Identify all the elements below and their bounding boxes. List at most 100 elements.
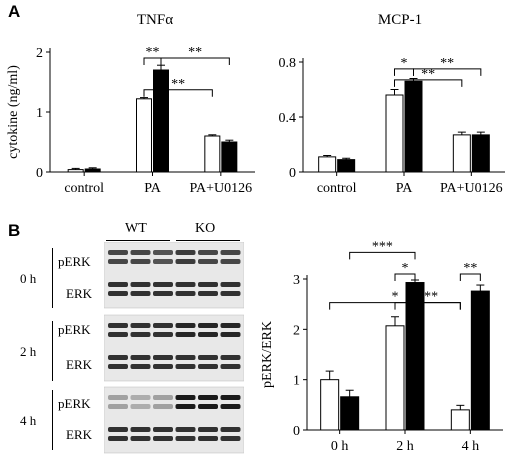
bar	[470, 290, 490, 431]
bar	[337, 159, 356, 173]
blot-band	[153, 332, 173, 337]
panel-label-b: B	[8, 221, 21, 240]
blot-band	[175, 436, 196, 441]
blot-band	[130, 332, 151, 337]
y-tick-label: 0.8	[279, 56, 297, 71]
y-tick-label: 0.4	[279, 111, 297, 126]
blot-band	[198, 436, 218, 441]
x-tick-label: PA+U0126	[440, 181, 503, 196]
blot-band	[130, 436, 151, 441]
bar	[221, 141, 238, 173]
bar	[385, 94, 404, 173]
y-tick-label: 2	[293, 323, 300, 338]
significance-label: **	[463, 261, 477, 276]
blot-band	[130, 282, 151, 287]
blot-band	[175, 291, 196, 296]
blot-band	[130, 250, 151, 255]
bracket-2h	[52, 321, 53, 381]
x-tick-label: 4 h	[462, 439, 480, 454]
blot-band	[108, 259, 128, 264]
significance-label: *	[401, 56, 408, 71]
blot-band	[130, 355, 151, 360]
blot-band	[220, 395, 241, 400]
blot-image	[104, 242, 244, 454]
blot-band	[153, 259, 173, 264]
significance-label: **	[171, 77, 185, 92]
significance-label: **	[188, 45, 202, 60]
blot-band	[198, 250, 218, 255]
bar	[452, 134, 471, 173]
significance-label: *	[402, 261, 409, 276]
blot-band	[153, 436, 173, 441]
time-label-4h: 4 h	[20, 413, 37, 428]
x-tick-label: 2 h	[396, 439, 414, 454]
bar	[153, 69, 169, 173]
blot-band	[220, 404, 241, 409]
bar	[404, 80, 423, 173]
blot-band	[175, 323, 196, 328]
blot-band	[198, 282, 218, 287]
blot-band	[175, 282, 196, 287]
significance-bracket	[394, 273, 416, 281]
blot-row-label: pERK	[58, 396, 91, 411]
time-label-0h: 0 h	[20, 271, 37, 286]
blot-row-label: pERK	[58, 254, 91, 269]
bar	[320, 379, 340, 431]
bracket-4h	[52, 390, 53, 450]
x-tick-label: PA	[396, 181, 414, 196]
blot-band	[108, 355, 128, 360]
blot-band	[198, 291, 218, 296]
bar	[385, 325, 405, 431]
x-tick-label: control	[64, 181, 104, 196]
bar	[204, 135, 221, 173]
blot-band	[220, 355, 241, 360]
blot-band	[175, 395, 196, 400]
blot-row-label: ERK	[66, 286, 92, 301]
bar	[450, 409, 470, 431]
western-blot-panel: WT KO 0 h 2 h 4 h pERK ERK pERK ERK pERK…	[0, 218, 250, 455]
blot-band	[175, 355, 196, 360]
blot-band	[175, 427, 196, 432]
blot-band	[220, 332, 241, 337]
bar	[84, 168, 101, 173]
blot-band	[108, 323, 128, 328]
blot-band	[198, 404, 218, 409]
x-tick-label: PA+U0126	[190, 181, 253, 196]
significance-label: ***	[372, 239, 393, 254]
blot-band	[130, 291, 151, 296]
bar	[340, 396, 360, 431]
y-tick-label: 0	[293, 424, 300, 439]
y-tick-label: 2	[36, 46, 43, 61]
panel-label-a: A	[8, 2, 21, 21]
tnf-alpha-chart: TNFα cytokine (ng/ml) 0 1 2 control PA PA+U0126…	[6, 12, 255, 196]
blot-band	[153, 364, 173, 369]
blot-band	[153, 427, 173, 432]
y-axis-label: cytokine (ng/ml)	[6, 65, 21, 159]
ko-underline	[176, 240, 240, 241]
blot-band	[198, 259, 218, 264]
blot-band	[220, 323, 241, 328]
blot-band	[153, 395, 173, 400]
blot-band	[175, 250, 196, 255]
blot-band	[198, 395, 218, 400]
blot-band	[198, 364, 218, 369]
chart-title: MCP-1	[378, 12, 422, 28]
blot-band	[198, 427, 218, 432]
significance-bracket	[459, 273, 481, 281]
bar	[471, 134, 490, 173]
genotype-label-ko: KO	[195, 221, 216, 236]
blot-band	[220, 282, 241, 287]
wt-underline	[106, 240, 170, 241]
bar	[136, 98, 152, 173]
blot-band	[198, 332, 218, 337]
blot-row-label: ERK	[66, 427, 92, 442]
bar	[67, 169, 84, 173]
bar	[405, 282, 425, 431]
blot-band	[220, 250, 241, 255]
blot-band	[153, 404, 173, 409]
blot-band	[175, 364, 196, 369]
significance-label: **	[421, 67, 435, 82]
blot-band	[130, 395, 151, 400]
